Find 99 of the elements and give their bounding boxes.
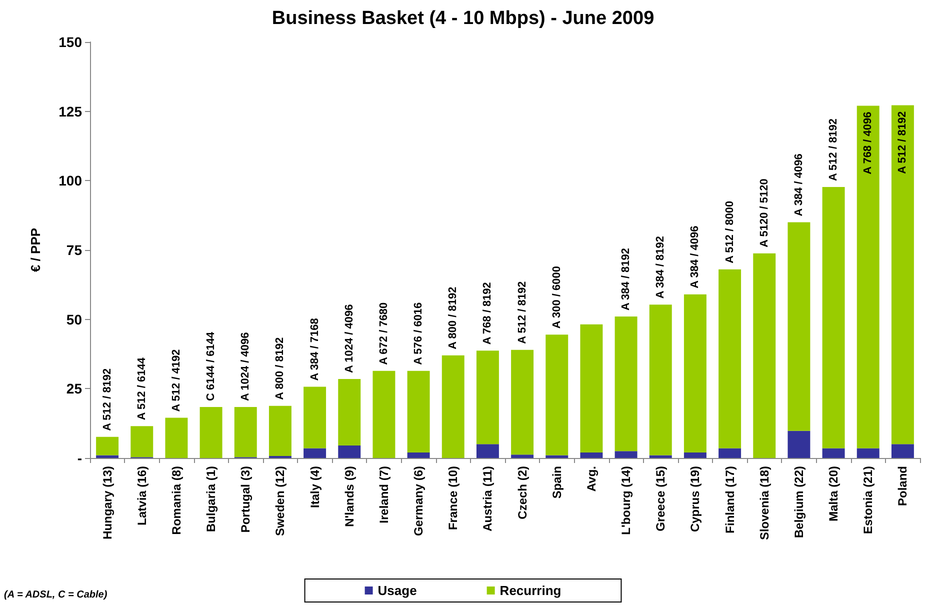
bar xyxy=(200,406,222,458)
text: (A = ADSL, C = Cable) xyxy=(4,590,108,600)
bar xyxy=(165,418,188,458)
chart-title: Business Basket (4 - 10 Mbps) - June 2009 xyxy=(272,8,654,29)
data-label: A 384 / 4096 xyxy=(689,226,702,288)
x-tick-label: Austria (11) xyxy=(480,466,495,532)
bar xyxy=(304,448,326,458)
bar xyxy=(822,448,845,458)
x-tick-label: N'lands (9) xyxy=(342,466,356,527)
bar xyxy=(338,378,361,446)
data-label: A 512 / 6144 xyxy=(136,356,148,420)
data-label: A 1024 / 4096 xyxy=(240,332,252,401)
bar xyxy=(546,455,568,458)
x-tick-label: Romania (8) xyxy=(169,466,184,535)
bar xyxy=(891,105,914,444)
data-label: A 384 / 7168 xyxy=(308,318,321,381)
x-tick-label: Estonia (21) xyxy=(861,466,876,534)
bar xyxy=(788,222,810,431)
bar xyxy=(856,106,880,448)
bar xyxy=(234,406,257,458)
bar xyxy=(268,406,292,456)
bar xyxy=(856,448,880,458)
bar xyxy=(476,350,499,444)
bar xyxy=(130,426,154,458)
data-label: A 576 / 6016 xyxy=(412,302,425,365)
legend-label: Recurring xyxy=(500,583,562,598)
bar xyxy=(580,324,603,452)
bar xyxy=(788,430,810,458)
bar xyxy=(753,253,776,458)
x-tick-label: Slovenia (18) xyxy=(757,466,772,540)
data-label: A 384 / 8192 xyxy=(654,236,667,299)
x-tick-label: Greece (15) xyxy=(654,466,668,532)
x-tick-label: Sweden (12) xyxy=(273,466,288,536)
y-tick-label: - xyxy=(77,450,82,466)
x-tick-label: Bulgaria (1) xyxy=(204,466,218,532)
x-tick-label: Portugal (3) xyxy=(238,466,253,533)
bar xyxy=(614,316,638,452)
bar xyxy=(304,386,326,448)
y-tick-label: 125 xyxy=(58,103,82,120)
x-tick-label: Belgium (22) xyxy=(792,466,806,538)
y-tick-label: 50 xyxy=(66,311,82,328)
data-label: A 512 / 8192 xyxy=(101,368,114,431)
data-label: A 768 / 8192 xyxy=(482,282,494,345)
bar xyxy=(511,454,534,458)
bar xyxy=(684,452,706,458)
bar xyxy=(96,436,119,456)
bar xyxy=(511,350,534,455)
y-tick-label: 75 xyxy=(66,242,82,258)
data-label: A 512 / 8192 xyxy=(828,118,840,182)
data-label: A 384 / 4096 xyxy=(792,154,805,216)
bar xyxy=(718,269,742,448)
y-tick-label: 25 xyxy=(66,380,82,397)
bar xyxy=(372,370,396,458)
x-tick-label: Spain xyxy=(550,466,564,499)
y-tick-label: 150 xyxy=(58,34,82,50)
data-label: A 800 / 8192 xyxy=(274,337,286,400)
bar xyxy=(442,355,464,458)
bar xyxy=(649,455,672,458)
y-tick-label: 100 xyxy=(58,172,82,189)
data-label: A 768 / 4096 xyxy=(862,112,874,174)
bar xyxy=(407,370,430,452)
data-label: A 512 / 8192 xyxy=(896,111,909,174)
bar xyxy=(684,294,706,452)
data-label: A 512 / 4192 xyxy=(170,349,182,412)
bar xyxy=(407,452,430,458)
bar xyxy=(338,446,361,458)
bar xyxy=(718,448,742,458)
x-tick-label: Germany (6) xyxy=(412,466,426,536)
data-label: A 300 / 6000 xyxy=(550,266,563,329)
bar xyxy=(614,451,638,458)
data-label: A 512 / 8000 xyxy=(724,200,736,264)
x-tick-label: Czech (2) xyxy=(515,466,530,520)
bar xyxy=(476,444,499,458)
data-label: C 6144 / 6144 xyxy=(205,330,218,401)
data-label: A 5120 / 5120 xyxy=(758,178,770,248)
data-label: A 1024 / 4096 xyxy=(343,304,356,373)
data-label: A 512 / 8192 xyxy=(516,281,528,344)
x-tick-label: Italy (4) xyxy=(308,466,322,508)
bar xyxy=(891,444,914,458)
legend-label: Usage xyxy=(378,583,417,598)
bar xyxy=(822,187,845,448)
data-label: A 800 / 8192 xyxy=(447,286,460,350)
x-tick-label: Malta (20) xyxy=(826,466,841,522)
x-tick-label: Cyprus (19) xyxy=(688,466,702,532)
x-tick-label: Ireland (7) xyxy=(376,466,391,524)
bar xyxy=(580,452,603,458)
x-tick-label: Hungary (13) xyxy=(100,466,114,540)
x-tick-label: Avg. xyxy=(584,466,598,492)
data-label: A 672 / 7680 xyxy=(378,302,390,365)
x-tick-label: Latvia (16) xyxy=(134,466,149,526)
bar xyxy=(546,334,568,456)
data-label: A 384 / 8192 xyxy=(620,248,632,311)
x-tick-label: L'bourg (14) xyxy=(619,466,634,535)
bar xyxy=(96,455,119,458)
x-tick-label: Poland xyxy=(896,466,910,506)
y-axis-title: € / PPP xyxy=(28,228,43,272)
x-tick-label: France (10) xyxy=(446,466,460,530)
bar xyxy=(649,304,672,456)
x-tick-label: Finland (17) xyxy=(722,466,737,534)
